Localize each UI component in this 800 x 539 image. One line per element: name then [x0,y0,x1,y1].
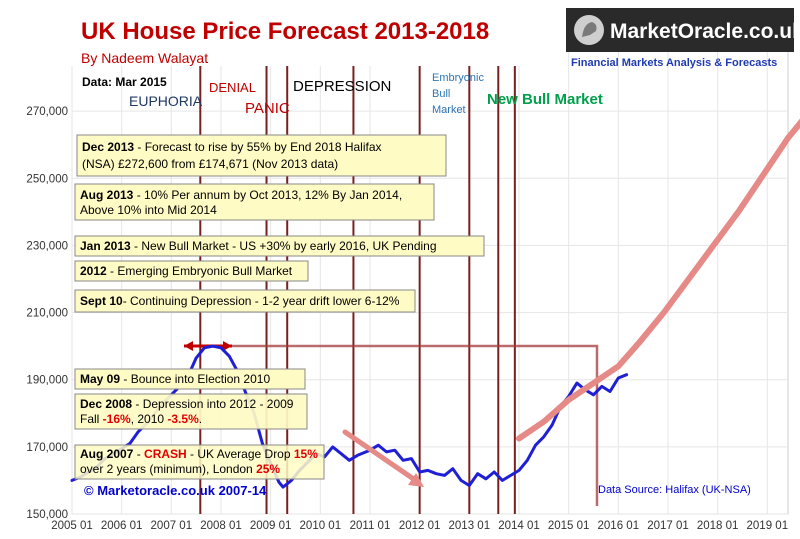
x-tick-label: 2011 01 [350,520,391,532]
x-tick-label: 2016 01 [598,520,640,532]
x-tick-label: 2009 01 [250,520,292,532]
svg-text:Sept 10- Continuing Depression: Sept 10- Continuing Depression - 1-2 yea… [80,294,400,308]
x-tick-label: 2015 01 [548,520,590,532]
x-tick-label: 2017 01 [647,520,689,532]
chart-title: UK House Price Forecast 2013-2018 [81,18,489,45]
y-tick-label: 210,000 [26,308,68,320]
svg-text:Fall -16%, 2010 -3.5%.: Fall -16%, 2010 -3.5%. [80,412,202,426]
data-source-label: Data Source: Halifax (UK-NSA) [598,484,751,496]
annotation-aug-2013: Aug 2013 - 10% Per annum by Oct 2013, 12… [74,183,435,221]
y-tick-label: 270,000 [26,106,68,118]
y-axis-ticks: 150,000 170,000 190,000 210,000 230,000 250,0… [26,39,68,521]
trend-arrow-down [342,429,421,485]
x-tick-label: 2019 01 [747,520,789,532]
svg-text:Dec 2013 - Forecast to rise by: Dec 2013 - Forecast to rise by 55% by En… [82,140,382,154]
annotation-dec-2013: Dec 2013 - Forecast to rise by 55% by En… [76,134,447,177]
svg-text:(NSA) £272,600 from £174,671 (: (NSA) £272,600 from £174,671 (Nov 2013 d… [82,157,338,171]
x-axis-ticks: 2005 01 2006 01 2007 01 2008 01 2009 01 2010 … [51,520,788,532]
svg-text:May 09 - Bounce into Election: May 09 - Bounce into Election 2010 [80,372,270,386]
peak-arrow-right-head [223,341,232,351]
svg-text:Aug 2007 - CRASH - UK Average: Aug 2007 - CRASH - UK Average Drop 15% [80,447,318,461]
annotation-2012: 2012 - Emerging Embryonic Bull Market [74,260,309,282]
svg-text:Above 10% into Mid 2014: Above 10% into Mid 2014 [80,203,217,217]
svg-text:Jan 2013 - New Bull Market - U: Jan 2013 - New Bull Market - US +30% by … [80,239,437,253]
x-tick-label: 2005 01 [51,520,93,532]
phase-panic: PANIC [245,100,290,117]
svg-text:MarketOracle.co.uk: MarketOracle.co.uk [610,20,800,43]
chart-byline: By Nadeem Walayat [81,50,208,66]
trend-arrow-down-head [408,473,424,487]
x-tick-label: 2008 01 [200,520,242,532]
phase-euphoria: EUPHORIA [129,93,203,109]
copyright-label: © Marketoracle.co.uk 2007-14 [84,483,267,498]
phase-denial: DENIAL [209,80,256,95]
market-oracle-logo: MarketOracle.co.uk Financial Markets Ana… [566,8,800,69]
x-tick-label: 2014 01 [498,520,540,532]
y-tick-label: 190,000 [26,375,68,387]
x-tick-label: 2013 01 [449,520,491,532]
x-tick-label: 2007 01 [151,520,193,532]
y-tick-label: 150,000 [26,509,68,521]
annotation-may-09: May 09 - Bounce into Election 2010 [74,368,306,390]
annotation-jan-2013: Jan 2013 - New Bull Market - US +30% by … [74,235,485,257]
x-tick-label: 2010 01 [300,520,342,532]
x-tick-label: 2012 01 [399,520,441,532]
svg-text:over 2 years (minimum), Londo: over 2 years (minimum), London 25% [80,462,280,476]
data-date: Data: Mar 2015 [82,75,167,89]
y-tick-label: 250,000 [26,173,68,185]
annotation-aug-2007: Aug 2007 - CRASH - UK Average Drop 15% o… [74,444,325,480]
phase-depression: DEPRESSION [293,78,391,95]
svg-text:2012 - Emerging Embryonic Bull: 2012 - Emerging Embryonic Bull Market [80,264,293,278]
series-forecast-line [516,118,800,442]
svg-text:Dec 2008 - Depression into 201: Dec 2008 - Depression into 2012 - 2009 [80,397,294,411]
annotation-dec-2008: Dec 2008 - Depression into 2012 - 2009 F… [74,393,308,430]
y-tick-label: 230,000 [26,240,68,252]
phase-market: Market [432,104,466,116]
phase-bull: Bull [432,88,450,100]
title-backdrop [6,6,566,66]
peak-arrow-left-head [184,341,193,351]
phase-new-bull-market: New Bull Market [487,91,603,108]
svg-text:Aug 2013 - 10% Per annum by Oc: Aug 2013 - 10% Per annum by Oct 2013, 12… [80,188,402,202]
peak-level-bracket [188,344,599,506]
logo-tagline: Financial Markets Analysis & Forecasts [571,57,777,69]
x-tick-label: 2006 01 [101,520,143,532]
x-tick-label: 2018 01 [697,520,739,532]
y-tick-label: 170,000 [26,442,68,454]
phase-embryonic: Embryonic [432,72,484,84]
annotation-sept-10: Sept 10- Continuing Depression - 1-2 yea… [74,289,416,313]
